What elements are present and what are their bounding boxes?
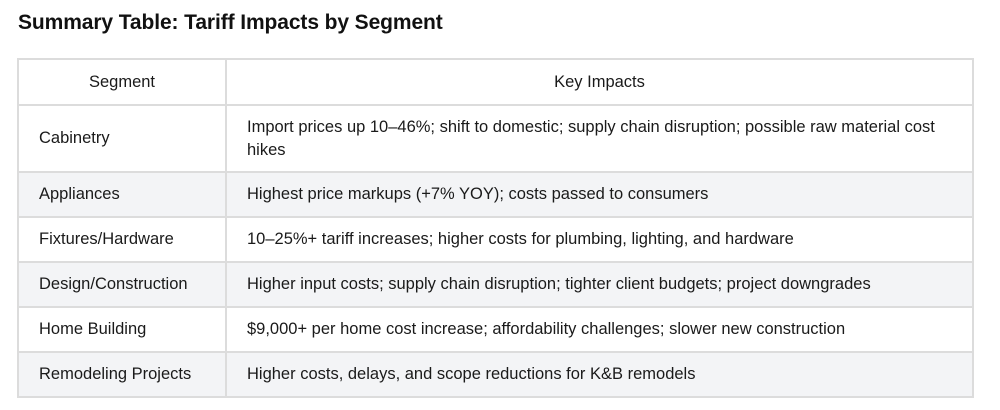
table-row: Home Building $9,000+ per home cost incr…	[17, 306, 974, 353]
impacts-cell: 10–25%+ tariff increases; higher costs f…	[225, 216, 974, 263]
summary-table: Segment Key Impacts Cabinetry Import pri…	[17, 58, 974, 398]
impacts-cell: Highest price markups (+7% YOY); costs p…	[225, 171, 974, 218]
impacts-cell: Higher costs, delays, and scope reductio…	[225, 351, 974, 398]
impacts-cell: Higher input costs; supply chain disrupt…	[225, 261, 974, 308]
table-row: Cabinetry Import prices up 10–46%; shift…	[17, 104, 974, 173]
column-header-key-impacts: Key Impacts	[225, 58, 974, 106]
table-row: Remodeling Projects Higher costs, delays…	[17, 351, 974, 398]
table-body: Cabinetry Import prices up 10–46%; shift…	[17, 104, 974, 398]
column-header-segment: Segment	[17, 58, 227, 106]
segment-cell: Home Building	[17, 306, 227, 353]
impacts-cell: $9,000+ per home cost increase; affordab…	[225, 306, 974, 353]
table-row: Appliances Highest price markups (+7% YO…	[17, 171, 974, 218]
table-row: Design/Construction Higher input costs; …	[17, 261, 974, 308]
table-header: Segment Key Impacts	[17, 58, 974, 106]
page-title: Summary Table: Tariff Impacts by Segment	[18, 11, 443, 34]
segment-cell: Fixtures/Hardware	[17, 216, 227, 263]
segment-cell: Appliances	[17, 171, 227, 218]
table-row: Fixtures/Hardware 10–25%+ tariff increas…	[17, 216, 974, 263]
segment-cell: Cabinetry	[17, 104, 227, 173]
impacts-cell: Import prices up 10–46%; shift to domest…	[225, 104, 974, 173]
segment-cell: Remodeling Projects	[17, 351, 227, 398]
table-header-row: Segment Key Impacts	[17, 58, 974, 106]
segment-cell: Design/Construction	[17, 261, 227, 308]
